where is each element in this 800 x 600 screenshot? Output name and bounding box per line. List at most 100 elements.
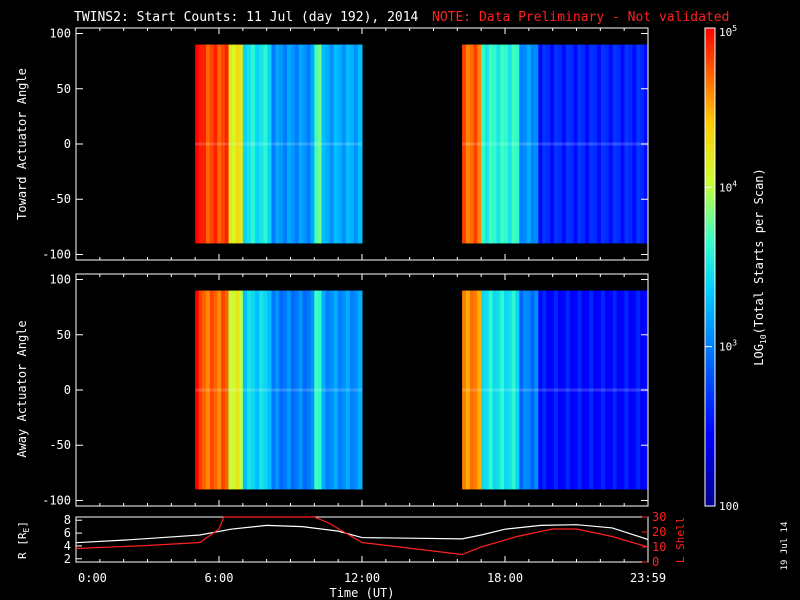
heatmap-cell [484, 290, 490, 490]
heatmap-cell [333, 290, 339, 490]
x-tick-label: 18:00 [487, 571, 523, 585]
y-tick-label: 100 [49, 273, 71, 287]
heatmap-cell [221, 44, 226, 244]
heatmap-cell [538, 290, 543, 490]
heatmap-cell [604, 44, 610, 244]
heatmap-cell [462, 290, 467, 490]
heatmap-cell [577, 290, 582, 490]
heatmap-cell [255, 290, 260, 490]
heatmap-cell [534, 290, 539, 490]
x-axis-time: 0:00 6:00 12:00 18:00 23:59 [75, 556, 666, 585]
heatmap-cell [523, 44, 528, 244]
heatmap-cell [349, 44, 355, 244]
heatmap-cell [290, 44, 296, 244]
heatmap-cell [279, 290, 284, 490]
heatmap-cell [477, 290, 482, 490]
heatmap-cell [585, 290, 590, 490]
heatmap-cell [462, 44, 467, 244]
heatmap-cell [492, 290, 497, 490]
heatmap-cell [317, 290, 322, 490]
colorbar-tick-label: 100 [719, 500, 739, 513]
heatmap-cell [628, 44, 633, 244]
x-axis-title: Time (UT) [329, 586, 394, 600]
heatmap-cell [298, 290, 304, 490]
heatmap-cell [232, 44, 237, 244]
heatmap-cell [263, 290, 268, 490]
heatmap-cell [565, 290, 571, 490]
heatmap-cell [259, 44, 264, 244]
heatmap-cell [620, 44, 626, 244]
heatmap-cell [310, 290, 315, 490]
heatmap-cell [337, 290, 343, 490]
heatmap-cells-toward [195, 44, 649, 244]
heatmap-cell [217, 290, 222, 490]
heatmap-cell [202, 44, 207, 244]
r-axis-label: R [RE] [16, 521, 31, 559]
heatmap-cell [213, 44, 218, 244]
heatmap-cell [561, 290, 567, 490]
x-tick-label: 12:00 [344, 571, 380, 585]
heatmap-cell [302, 44, 308, 244]
heatmap-cell [624, 44, 629, 244]
x-ticks-away [75, 274, 649, 506]
colorbar-label: LOG10(Total Starts per Scan) [752, 168, 768, 366]
heatmap-cell [581, 290, 586, 490]
r-tick-label: 8 [64, 513, 71, 527]
heatmap-cell [267, 44, 272, 244]
heatmap-cell [232, 290, 237, 490]
lshell-axis-label: L Shell [674, 517, 687, 563]
heatmap-cell [612, 44, 618, 244]
lshell-tick-label: 10 [652, 540, 666, 554]
heatmap-cell [224, 44, 230, 244]
heatmap-cell [620, 290, 626, 490]
heatmap-cell [206, 44, 211, 244]
heatmap-cell [213, 290, 218, 490]
heatmap-cell [228, 290, 233, 490]
heatmap-cell [246, 290, 252, 490]
heatmap-cell [557, 44, 563, 244]
heatmap-cell [496, 44, 501, 244]
heatmap-cell [511, 290, 516, 490]
heatmap-cell [557, 290, 563, 490]
heatmap-cell [601, 44, 606, 244]
heatmap-cell [195, 44, 200, 244]
heatmap-cell [523, 290, 528, 490]
heatmap-cell [526, 290, 532, 490]
heatmap-cell [224, 290, 230, 490]
heatmap-cell [608, 290, 614, 490]
heatmap-cell [239, 290, 244, 490]
heatmap-cell [337, 44, 343, 244]
heatmap-cell [198, 44, 203, 244]
colorbar: 105 104 103 100 LOG10(Total Starts per Scan… [704, 24, 768, 513]
heatmap-cell [515, 44, 520, 244]
heatmap-cell [589, 290, 594, 490]
heatmap-cell [481, 290, 486, 490]
heatmap-cell [275, 290, 280, 490]
lshell-line [75, 516, 649, 556]
heatmap-cell [209, 44, 215, 244]
y-axis-toward: 100 50 0 -50 -100 [42, 27, 648, 261]
heatmap-cell [597, 44, 602, 244]
heatmap-cell [484, 44, 490, 244]
heatmap-cell [593, 290, 598, 490]
heatmap-cell [294, 44, 300, 244]
y-tick-label: 50 [57, 82, 71, 96]
heatmap-cell [624, 290, 629, 490]
heatmap-cell [500, 290, 505, 490]
heatmap-cell [534, 44, 539, 244]
heatmap-cell [597, 290, 602, 490]
r-tick-label: 2 [64, 552, 71, 566]
heatmap-cell [235, 44, 240, 244]
lshell-tick-label: 0 [652, 555, 659, 569]
x-ticks-toward [75, 28, 649, 260]
heatmap-cell [345, 290, 351, 490]
heatmap-cell [492, 44, 497, 244]
heatmap-cell [469, 44, 475, 244]
heatmap-panel-away: 100 50 0 -50 -100 Away Actuator Angle [15, 273, 649, 507]
r-distance-line [75, 524, 649, 544]
heatmap-cell [321, 44, 327, 244]
